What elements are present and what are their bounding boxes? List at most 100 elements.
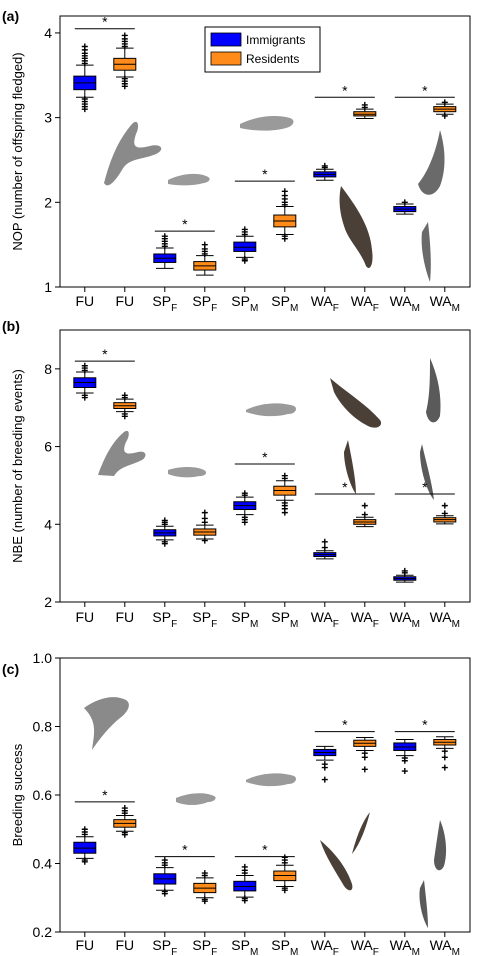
x-tick-label-subscript: F (333, 947, 339, 956)
petrel-illustration (168, 173, 210, 186)
x-tick-label: FU (115, 293, 134, 309)
x-tick-label-base: SP (271, 609, 290, 625)
outlier-marker (361, 754, 368, 761)
x-tick-label-base: SP (152, 293, 171, 309)
y-tick-label: 1 (44, 279, 52, 295)
x-tick-label-subscript: M (250, 619, 258, 630)
x-tick-label-base: SP (231, 293, 250, 309)
box-residents (193, 509, 217, 544)
x-tick-label: FU (75, 937, 94, 953)
x-tick-label: WAF (351, 937, 379, 956)
x-tick-label-base: SP (152, 937, 171, 953)
outlier-marker (81, 858, 88, 865)
x-tick-label-base: SP (231, 609, 250, 625)
outlier-marker (401, 567, 408, 574)
x-tick-label: SPM (231, 609, 258, 630)
x-tick-label: FU (115, 609, 134, 625)
outlier-marker (281, 509, 288, 516)
outlier-marker (241, 257, 248, 264)
legend-label-residents: Residents (246, 52, 299, 66)
x-tick-label: FU (75, 609, 94, 625)
box-residents (273, 188, 297, 242)
box-residents (193, 241, 217, 276)
x-tick-label-base: SP (192, 609, 211, 625)
x-tick-label-subscript: F (373, 619, 379, 630)
x-tick-label-subscript: F (171, 947, 177, 956)
box-immigrants (73, 43, 97, 113)
x-tick-label: FU (75, 293, 94, 309)
x-tick-label: SPM (231, 293, 258, 314)
x-tick-label-base: WA (430, 293, 453, 309)
x-tick-label-subscript: F (373, 947, 379, 956)
outlier-marker (161, 233, 168, 240)
y-tick-label: 0.4 (33, 856, 53, 872)
outlier-marker (81, 362, 88, 369)
box-immigrants (233, 490, 257, 526)
outlier-marker (81, 394, 88, 401)
x-tick-label-base: SP (152, 609, 171, 625)
significance-marker: * (262, 449, 268, 465)
outlier-marker (281, 854, 288, 861)
box-immigrants (313, 162, 337, 181)
box-immigrants (73, 826, 97, 865)
x-tick-label-base: FU (75, 609, 94, 625)
outlier-marker (201, 509, 208, 516)
fulmar-illustration (84, 697, 129, 750)
box-immigrants (153, 517, 177, 547)
x-tick-label: SPM (271, 293, 298, 314)
box-residents (353, 502, 377, 528)
significance-marker: * (342, 479, 348, 495)
x-tick-label-base: FU (115, 937, 134, 953)
y-tick-label: 4 (44, 516, 52, 532)
outlier-marker (281, 887, 288, 894)
x-tick-label-subscript: M (290, 619, 298, 630)
outlier-marker (201, 241, 208, 248)
outlier-marker (441, 502, 448, 509)
x-tick-label: SPF (192, 609, 217, 630)
x-tick-label: SPF (152, 937, 177, 956)
significance-marker: * (262, 166, 268, 182)
x-tick-label-base: SP (192, 937, 211, 953)
petrel-illustration (168, 467, 207, 478)
panel-c: (c) 0.2 0.4 0.6 0.8 1.0 Breeding success FU FU SP… (2, 650, 471, 956)
significance-marker: * (342, 717, 348, 733)
outlier-marker (441, 754, 448, 761)
y-tick-label: 3 (44, 110, 52, 126)
x-tick-label-base: SP (231, 937, 250, 953)
outlier-marker (441, 99, 448, 106)
y-tick-label: 4 (44, 25, 52, 41)
significance-marker: * (182, 216, 188, 232)
box-residents (433, 99, 457, 119)
box-immigrants (313, 538, 337, 560)
box-immigrants (393, 739, 417, 775)
y-tick-label: 2 (44, 594, 52, 610)
x-tick-label-base: FU (115, 293, 134, 309)
x-tick-label: SPF (152, 609, 177, 630)
outlier-marker (401, 757, 408, 764)
x-tick-label-base: SP (271, 937, 290, 953)
outlier-marker (441, 748, 448, 755)
significance-marker: * (422, 82, 428, 98)
albatross-illustration (420, 358, 441, 500)
petrel-illustration (246, 403, 296, 417)
x-tick-label-subscript: M (452, 303, 460, 314)
significance-marker: * (342, 82, 348, 98)
legend-label-immigrants: Immigrants (246, 33, 305, 47)
x-tick-label: WAF (351, 293, 379, 314)
x-tick-label-base: SP (271, 293, 290, 309)
x-tick-label: SPM (231, 937, 258, 956)
x-tick-label-base: WA (311, 293, 334, 309)
x-tick-label-subscript: M (452, 619, 460, 630)
outlier-marker (121, 83, 128, 90)
outlier-marker (441, 764, 448, 771)
x-tick-label: SPM (271, 937, 298, 956)
x-tick-label: WAM (390, 937, 420, 956)
outlier-marker (201, 537, 208, 544)
fulmar-illustration (104, 121, 162, 186)
x-tick-label: WAM (430, 609, 460, 630)
panel-label: (b) (2, 318, 20, 334)
outlier-marker (161, 857, 168, 864)
x-tick-label-subscript: M (250, 303, 258, 314)
outlier-marker (241, 863, 248, 870)
